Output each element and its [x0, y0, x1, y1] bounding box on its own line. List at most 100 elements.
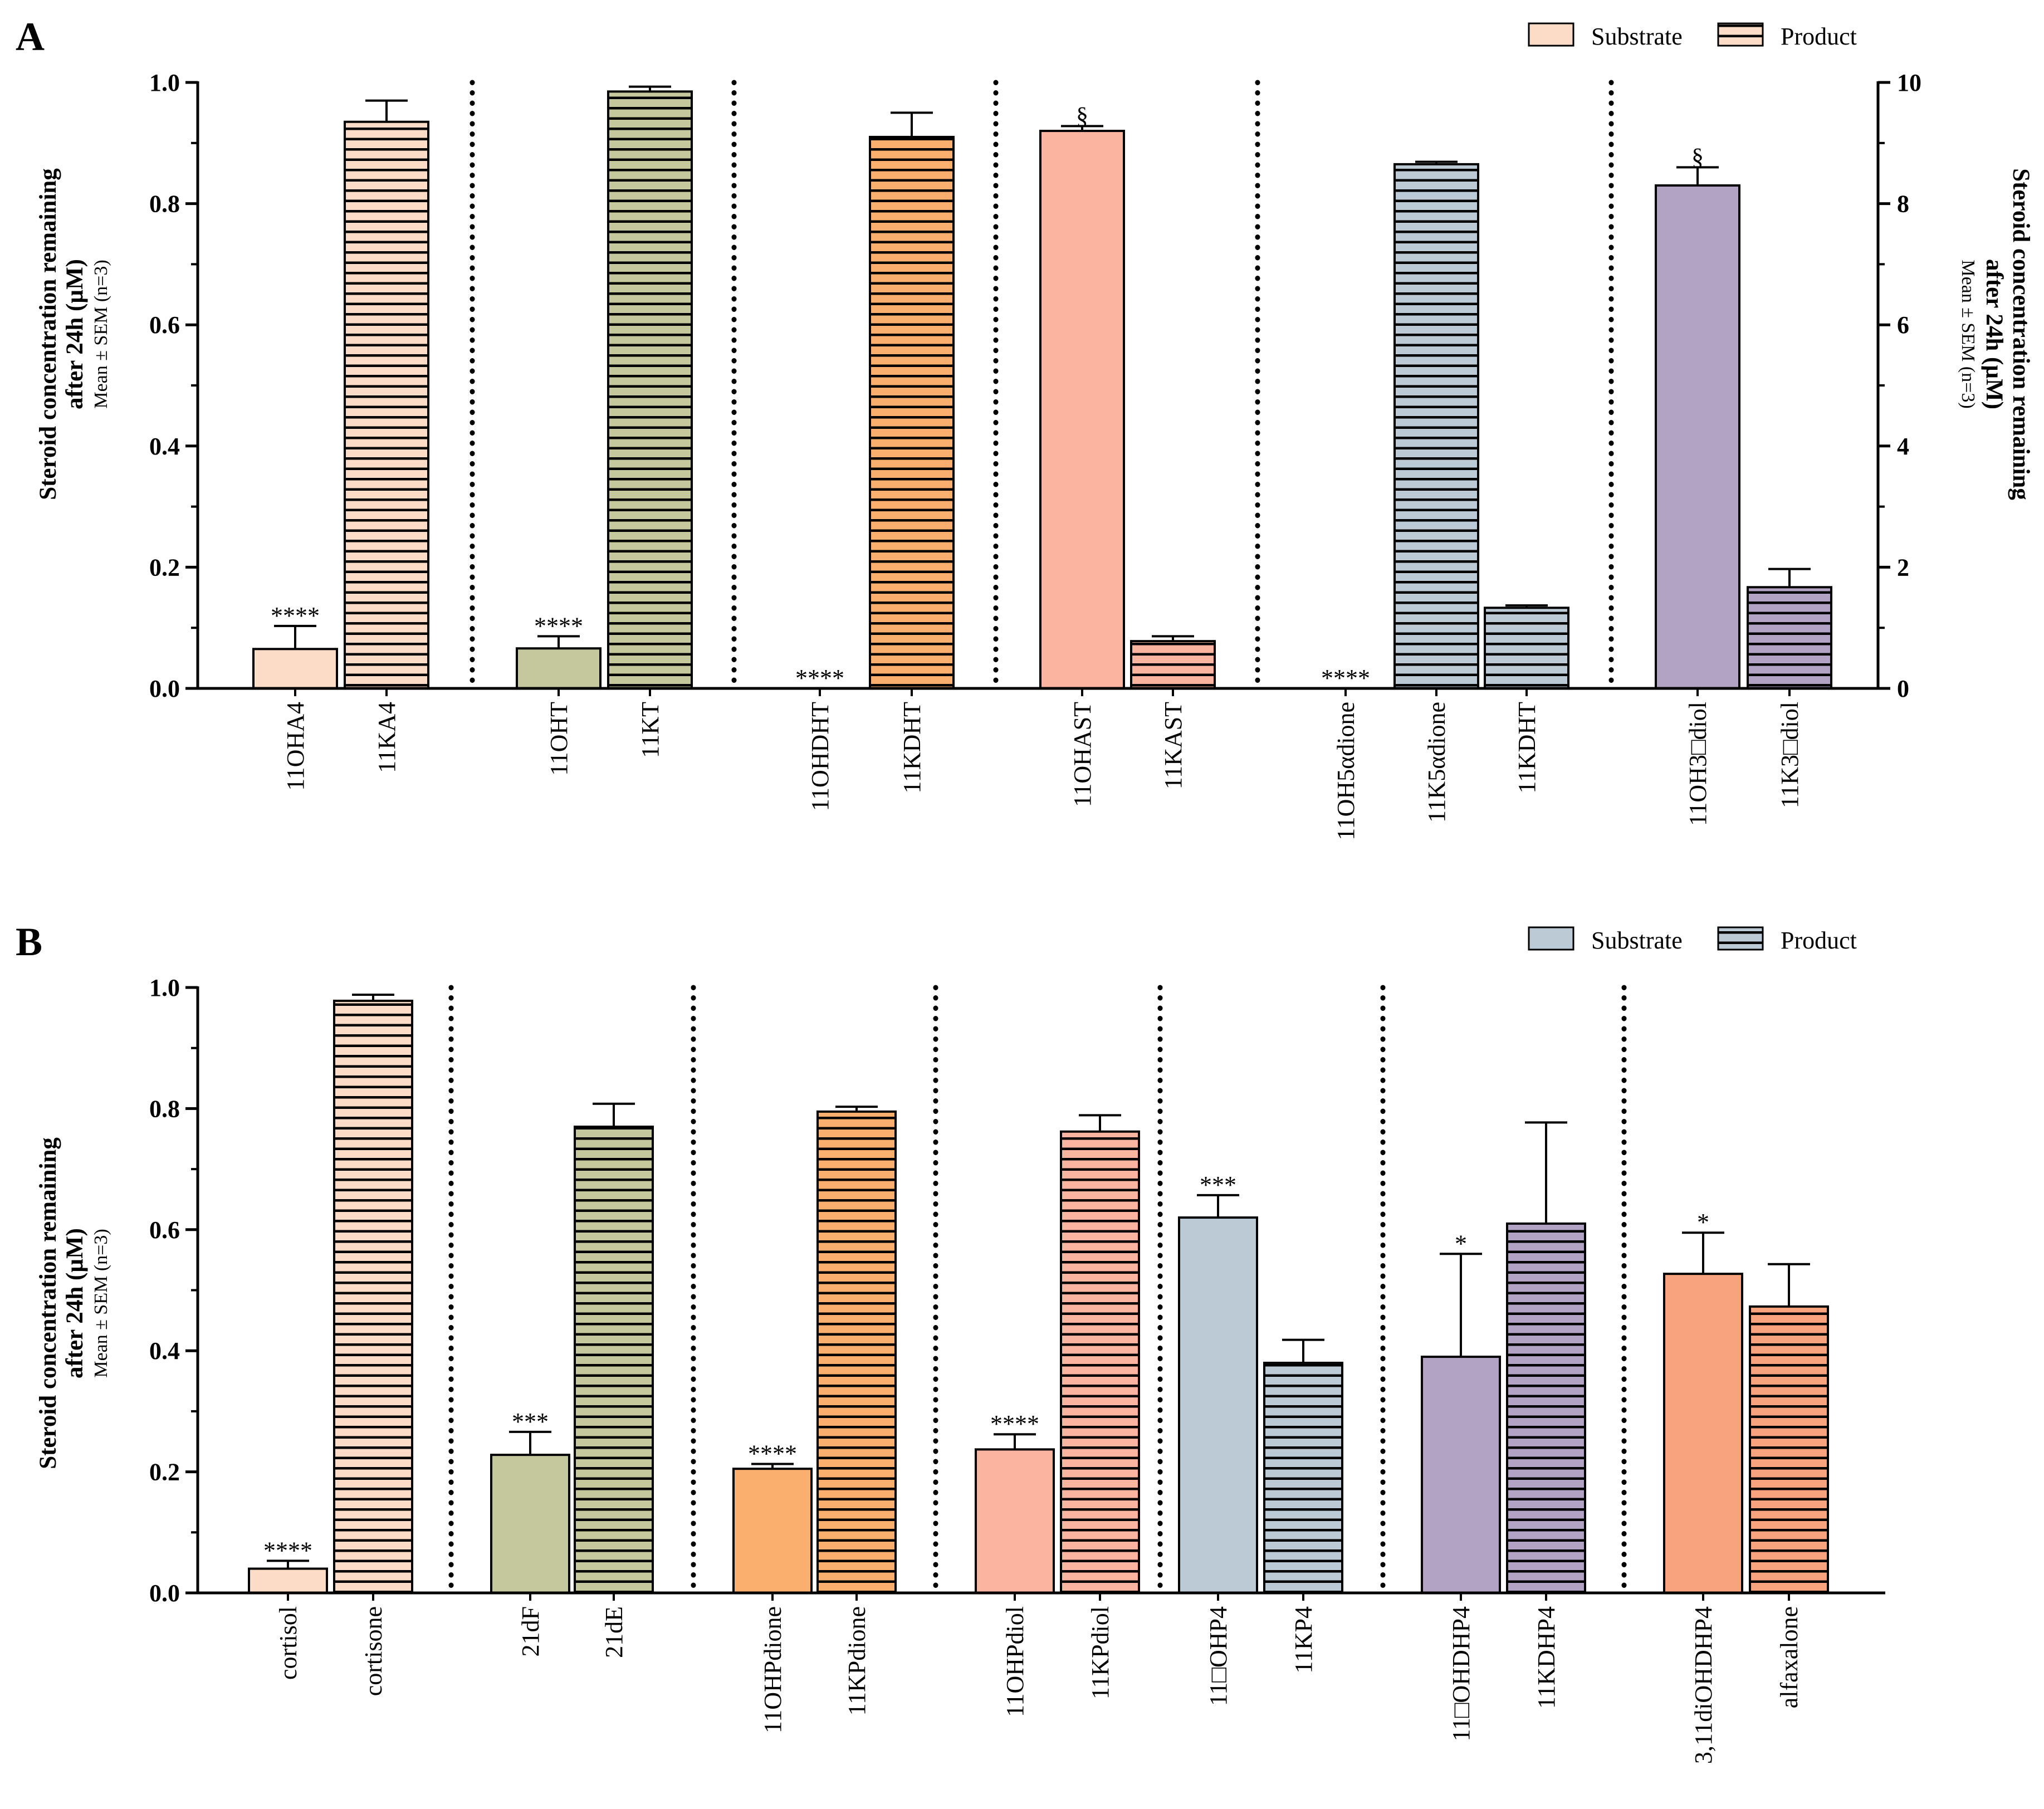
bar-fill: [1656, 185, 1739, 689]
x-tick-label: 11KDHT: [898, 702, 926, 794]
bar-hatch: [1061, 1131, 1139, 1593]
right-y-tick-label: 6: [1897, 311, 1909, 339]
y-axis-title-line3: Mean ± SEM (n=3): [91, 1229, 111, 1377]
significance-label: ****: [748, 1440, 797, 1467]
x-tick-label: 11OHAST: [1069, 702, 1096, 807]
bar-hatch: [1507, 1223, 1585, 1593]
significance-label: ****: [271, 602, 320, 629]
x-tick-label: 11OHDHT: [806, 702, 834, 811]
x-tick-label: 11KDHT: [1513, 702, 1541, 794]
panel-b-plot: ****cortisol cortisone***21dF 21dE****11OH…: [149, 974, 1885, 1764]
right-y-axis-title-line1: Steroid concentration remaining: [2008, 168, 2034, 500]
legend-product-label: Product: [1781, 927, 1857, 954]
x-tick-label: cortisone: [360, 1606, 387, 1696]
panel-a-legend: Substrate Product: [1528, 22, 1857, 50]
right-y-tick-label: 8: [1897, 190, 1909, 218]
y-axis-title-line1: Steroid concentration remaining: [35, 168, 61, 500]
y-tick-label: 0.8: [149, 190, 180, 218]
y-axis-title-line1: Steroid concentration remaining: [35, 1137, 61, 1469]
significance-label: ****: [990, 1410, 1039, 1438]
y-tick-label: 0.8: [149, 1095, 180, 1122]
x-tick-label: 11OHPdione: [759, 1606, 786, 1733]
x-tick-label: 11KT: [637, 702, 664, 758]
y-tick-label: 1.0: [149, 69, 180, 96]
panel-b-y-axis-title: Steroid concentration remaining after 24…: [35, 1137, 111, 1469]
y-tick-label: 0.4: [149, 433, 180, 460]
legend-substrate-swatch: [1528, 22, 1574, 47]
x-tick-label: 11OH5αdione: [1332, 702, 1360, 840]
panel-b: B Substrate Product Steroid concentratio…: [16, 920, 1885, 1764]
bar-fill: [253, 649, 337, 688]
bar-fill: [1664, 1274, 1742, 1593]
legend-substrate-label: Substrate: [1591, 23, 1683, 50]
bar-fill: [1040, 131, 1124, 689]
bar-fill: [491, 1455, 569, 1593]
x-tick-label: 3,11diOHDHP4: [1690, 1606, 1717, 1764]
x-tick-label: 11OHPdiol: [1001, 1606, 1029, 1717]
bar-hatch: [608, 91, 692, 688]
x-tick-label: cortisol: [275, 1606, 302, 1680]
right-y-tick-label: 10: [1897, 69, 1921, 96]
bar-hatch: [345, 121, 428, 689]
significance-label: *: [1697, 1209, 1709, 1236]
bar-fill: [734, 1469, 811, 1593]
right-y-axis-title-line3: Mean ± SEM (n=3): [1958, 260, 1978, 408]
bar-hatch: [1748, 587, 1831, 688]
right-y-tick-label: 2: [1897, 554, 1909, 581]
legend-product-swatch-hatch: [1717, 926, 1764, 951]
x-tick-label: 11OH3□diol: [1684, 702, 1712, 826]
y-tick-label: 0.0: [149, 675, 180, 702]
significance-label: ***: [1200, 1171, 1236, 1199]
x-tick-label: 11KDHP4: [1533, 1606, 1560, 1709]
y-axis-title-line3: Mean ± SEM (n=3): [91, 260, 111, 408]
panel-a-label: A: [16, 14, 45, 59]
y-tick-label: 1.0: [149, 974, 180, 1001]
x-tick-label: 11KAST: [1160, 702, 1187, 789]
bar-hatch: [1485, 608, 1568, 688]
y-tick-label: 0.6: [149, 311, 180, 339]
bar-hatch: [1750, 1306, 1828, 1593]
bar-fill: [1422, 1357, 1500, 1593]
bar-fill: [517, 648, 600, 688]
significance-label: §: [1076, 102, 1088, 129]
significance-label: ***: [512, 1408, 549, 1435]
bar-fill: [249, 1568, 327, 1593]
x-tick-label: 11OHT: [545, 702, 573, 776]
y-tick-label: 0.6: [149, 1216, 180, 1244]
x-tick-label: 11KA4: [373, 702, 400, 773]
right-y-tick-label: 4: [1897, 433, 1909, 460]
y-tick-label: 0.2: [149, 1459, 180, 1486]
x-tick-label: 11KP4: [1290, 1606, 1317, 1674]
bar-hatch: [818, 1111, 896, 1593]
y-tick-label: 0.4: [149, 1337, 180, 1365]
panel-a-y-axis-title: Steroid concentration remaining after 24…: [35, 168, 111, 500]
x-tick-label: 11K3□diol: [1776, 702, 1803, 808]
bar-hatch: [575, 1127, 653, 1593]
bar-hatch: [1395, 164, 1478, 688]
bar-hatch: [1264, 1362, 1342, 1593]
right-y-axis-title-line2: after 24h (µM): [1981, 259, 2007, 409]
panel-a-right-y-axis-title: Steroid concentration remaining after 24…: [1958, 168, 2034, 500]
significance-label: *: [1455, 1230, 1467, 1257]
panel-b-label: B: [16, 920, 42, 964]
significance-label: §: [1691, 143, 1704, 170]
significance-label: ****: [263, 1537, 312, 1564]
bar-hatch: [870, 136, 953, 689]
y-axis-title-line2: after 24h (µM): [62, 1228, 88, 1378]
x-tick-label: alfaxalone: [1776, 1606, 1803, 1708]
x-tick-label: 11KPdione: [843, 1606, 871, 1715]
bar-hatch: [334, 1000, 412, 1593]
x-tick-label: 11K5αdione: [1423, 702, 1450, 823]
bar-fill: [1179, 1218, 1257, 1593]
y-tick-label: 0.2: [149, 554, 180, 581]
y-axis-title-line2: after 24h (µM): [62, 259, 88, 409]
x-tick-label: 21dE: [600, 1606, 628, 1658]
x-tick-label: 11OHA4: [282, 702, 309, 791]
right-y-tick-label: 0: [1897, 675, 1909, 702]
panel-b-legend: Substrate Product: [1528, 926, 1857, 954]
legend-substrate-swatch: [1528, 926, 1574, 951]
legend-product-label: Product: [1781, 23, 1857, 50]
legend-substrate-label: Substrate: [1591, 927, 1683, 954]
panel-a-plot: ****11OHA4 11KA4****11OHT 11KT****11OHDHT 1…: [149, 69, 1921, 840]
